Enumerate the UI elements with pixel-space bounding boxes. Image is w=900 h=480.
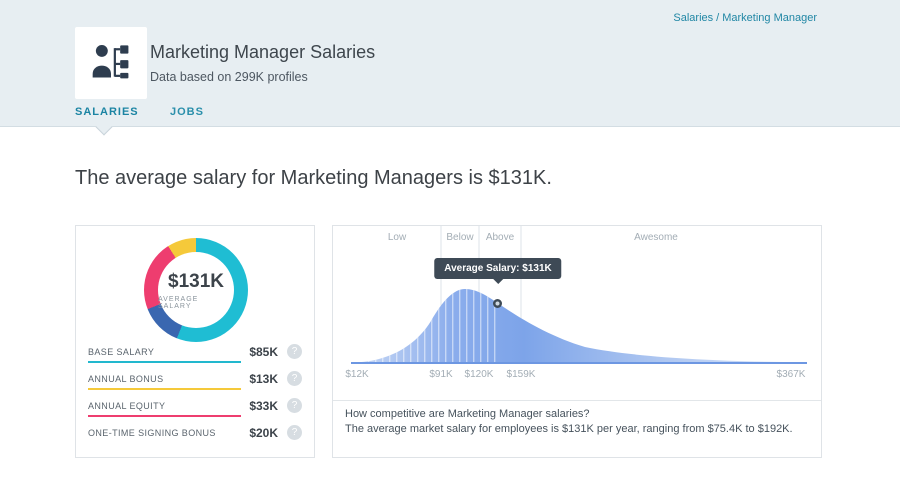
average-salary-tooltip: Average Salary: $131K	[434, 258, 562, 279]
salary-breakdown-list: BASE SALARY $85K ? ANNUAL BONUS $13K ? A…	[88, 338, 302, 446]
breakdown-label: BASE SALARY	[88, 347, 249, 363]
zone-label-awesome: Awesome	[634, 232, 678, 243]
zone-label-below: Below	[446, 232, 474, 243]
average-salary-marker-dot[interactable]	[493, 299, 502, 308]
breakdown-row-base-salary: BASE SALARY $85K ?	[88, 338, 302, 365]
x-tick: $159K	[506, 369, 536, 380]
card-divider	[333, 400, 821, 401]
competitive-answer: The average market salary for employees …	[345, 423, 793, 435]
distribution-summary-text: How competitive are Marketing Manager sa…	[345, 407, 793, 437]
x-tick: $12K	[345, 369, 369, 380]
x-tick: $367K	[776, 369, 806, 380]
breakdown-value: $85K	[249, 344, 278, 359]
page-header: Salaries / Marketing Manager	[0, 0, 900, 127]
competitive-question: How competitive are Marketing Manager sa…	[345, 408, 590, 420]
tab-jobs[interactable]: JOBS	[170, 106, 204, 118]
breakdown-row-annual-bonus: ANNUAL BONUS $13K ?	[88, 365, 302, 392]
help-icon[interactable]: ?	[287, 398, 302, 413]
breakdown-row-signing-bonus: ONE-TIME SIGNING BONUS $20K ?	[88, 419, 302, 446]
breakdown-label: ANNUAL BONUS	[88, 374, 249, 390]
zone-label-above: Above	[485, 232, 515, 243]
page-subtitle: Data based on 299K profiles	[150, 70, 308, 84]
salary-distribution-card: Low Below Above Awesome Average Salary: …	[332, 225, 822, 458]
help-icon[interactable]: ?	[287, 425, 302, 440]
x-tick: $120K	[464, 369, 494, 380]
breakdown-value: $13K	[249, 371, 278, 386]
distribution-curve-chart	[351, 226, 807, 364]
breakdown-label: ANNUAL EQUITY	[88, 401, 249, 417]
breadcrumb-separator: /	[716, 12, 720, 24]
breakdown-label: ONE-TIME SIGNING BONUS	[88, 427, 216, 438]
breadcrumb-salaries-link[interactable]: Salaries	[673, 12, 714, 24]
salary-summary-card: $131K AVERAGE SALARY BASE SALARY $85K ? …	[75, 225, 315, 458]
breakdown-value: $33K	[249, 398, 278, 413]
x-tick: $91K	[429, 369, 453, 380]
tab-salaries[interactable]: SALARIES	[75, 106, 139, 118]
zone-label-low: Low	[387, 232, 407, 243]
donut-center: $131K AVERAGE SALARY	[158, 252, 234, 328]
donut-average-value: $131K	[168, 270, 224, 292]
breakdown-row-annual-equity: ANNUAL EQUITY $33K ?	[88, 392, 302, 419]
average-salary-heading: The average salary for Marketing Manager…	[75, 167, 552, 189]
help-icon[interactable]: ?	[287, 371, 302, 386]
page-title: Marketing Manager Salaries	[150, 42, 376, 62]
org-person-icon	[89, 40, 133, 87]
donut-average-label: AVERAGE SALARY	[158, 295, 199, 310]
salary-donut-chart: $131K AVERAGE SALARY	[144, 238, 248, 342]
breakdown-value: $20K	[249, 425, 278, 440]
help-icon[interactable]: ?	[287, 344, 302, 359]
profession-icon-box	[75, 27, 147, 99]
breadcrumb: Salaries / Marketing Manager	[673, 12, 817, 24]
breadcrumb-current[interactable]: Marketing Manager	[722, 12, 817, 24]
